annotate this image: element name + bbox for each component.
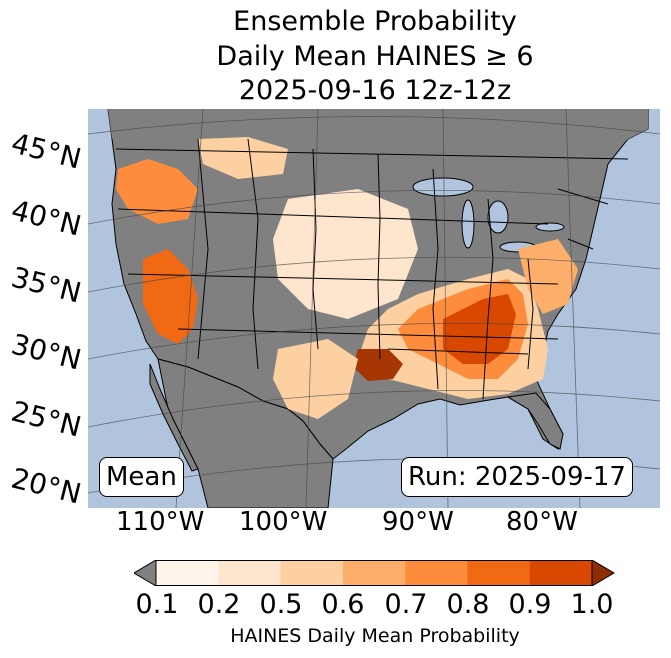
- lat-label-30: 30°N: [8, 327, 85, 377]
- colorbar-segment: [405, 560, 468, 586]
- prob-patch-southwest: [143, 249, 198, 344]
- prob-patch-texas: [273, 339, 358, 419]
- land-baja: [149, 363, 199, 472]
- colorbar-segment: [467, 560, 531, 586]
- colorbar-label: HAINES Daily Mean Probability: [230, 625, 520, 647]
- colorbar-segment: [342, 560, 406, 586]
- prob-patch-montana: [198, 137, 288, 179]
- lat-label-40: 40°N: [8, 193, 85, 243]
- colorbar-tick-7: 1.0: [570, 589, 614, 620]
- colorbar: [134, 560, 615, 586]
- prob-patch-plains: [273, 189, 418, 319]
- state-boundaries: [115, 138, 629, 400]
- lat-label-35: 35°N: [8, 260, 85, 310]
- colorbar-tick-4: 0.7: [384, 589, 428, 620]
- probability-field: [116, 137, 578, 419]
- colorbar-tick-3: 0.6: [321, 589, 365, 620]
- lon-label-90w: 90°W: [382, 507, 454, 537]
- lat-label-20: 20°N: [8, 461, 85, 511]
- title-line-2: Daily Mean HAINES ≥ 6: [216, 41, 534, 72]
- lon-label-80w: 80°W: [506, 507, 578, 537]
- mean-label-box: Mean: [99, 457, 184, 497]
- colorbar-tick-0: 0.1: [135, 589, 179, 620]
- colorbar-segment: [218, 560, 282, 586]
- map-canvas: [88, 109, 660, 508]
- colorbar-tick-1: 0.2: [197, 589, 241, 620]
- lake-huron: [487, 200, 509, 234]
- title-line-1: Ensemble Probability: [233, 6, 517, 37]
- prob-patch-east: [518, 239, 578, 314]
- lon-label-100w: 100°W: [239, 507, 328, 537]
- lat-label-25: 25°N: [8, 394, 85, 444]
- lake-ontario: [535, 222, 565, 232]
- prob-patch-se-max: [443, 294, 516, 364]
- map-panel: Mean Run: 2025-09-17: [88, 109, 660, 508]
- lake-michigan: [461, 199, 475, 249]
- colorbar-tick-5: 0.8: [446, 589, 490, 620]
- land-florida: [506, 392, 564, 450]
- prob-patch-oklahoma: [353, 349, 403, 381]
- colorbar-tick-2: 0.5: [259, 589, 303, 620]
- lat-label-45: 45°N: [8, 126, 85, 176]
- lon-label-110w: 110°W: [116, 507, 205, 537]
- land-canada: [108, 109, 648, 169]
- colorbar-segment: [156, 560, 219, 586]
- colorbar-over-arrow: [591, 560, 615, 586]
- run-label-box: Run: 2025-09-17: [401, 457, 633, 497]
- prob-patch-northwest: [116, 159, 198, 224]
- colorbar-under-arrow: [134, 560, 157, 586]
- colorbar-tick-6: 0.9: [508, 589, 552, 620]
- lake-superior: [412, 177, 474, 197]
- colorbar-segment: [280, 560, 344, 586]
- colorbar-segments: [155, 560, 593, 586]
- colorbar-segment: [529, 560, 593, 586]
- title-line-3: 2025-09-16 12z-12z: [238, 75, 512, 106]
